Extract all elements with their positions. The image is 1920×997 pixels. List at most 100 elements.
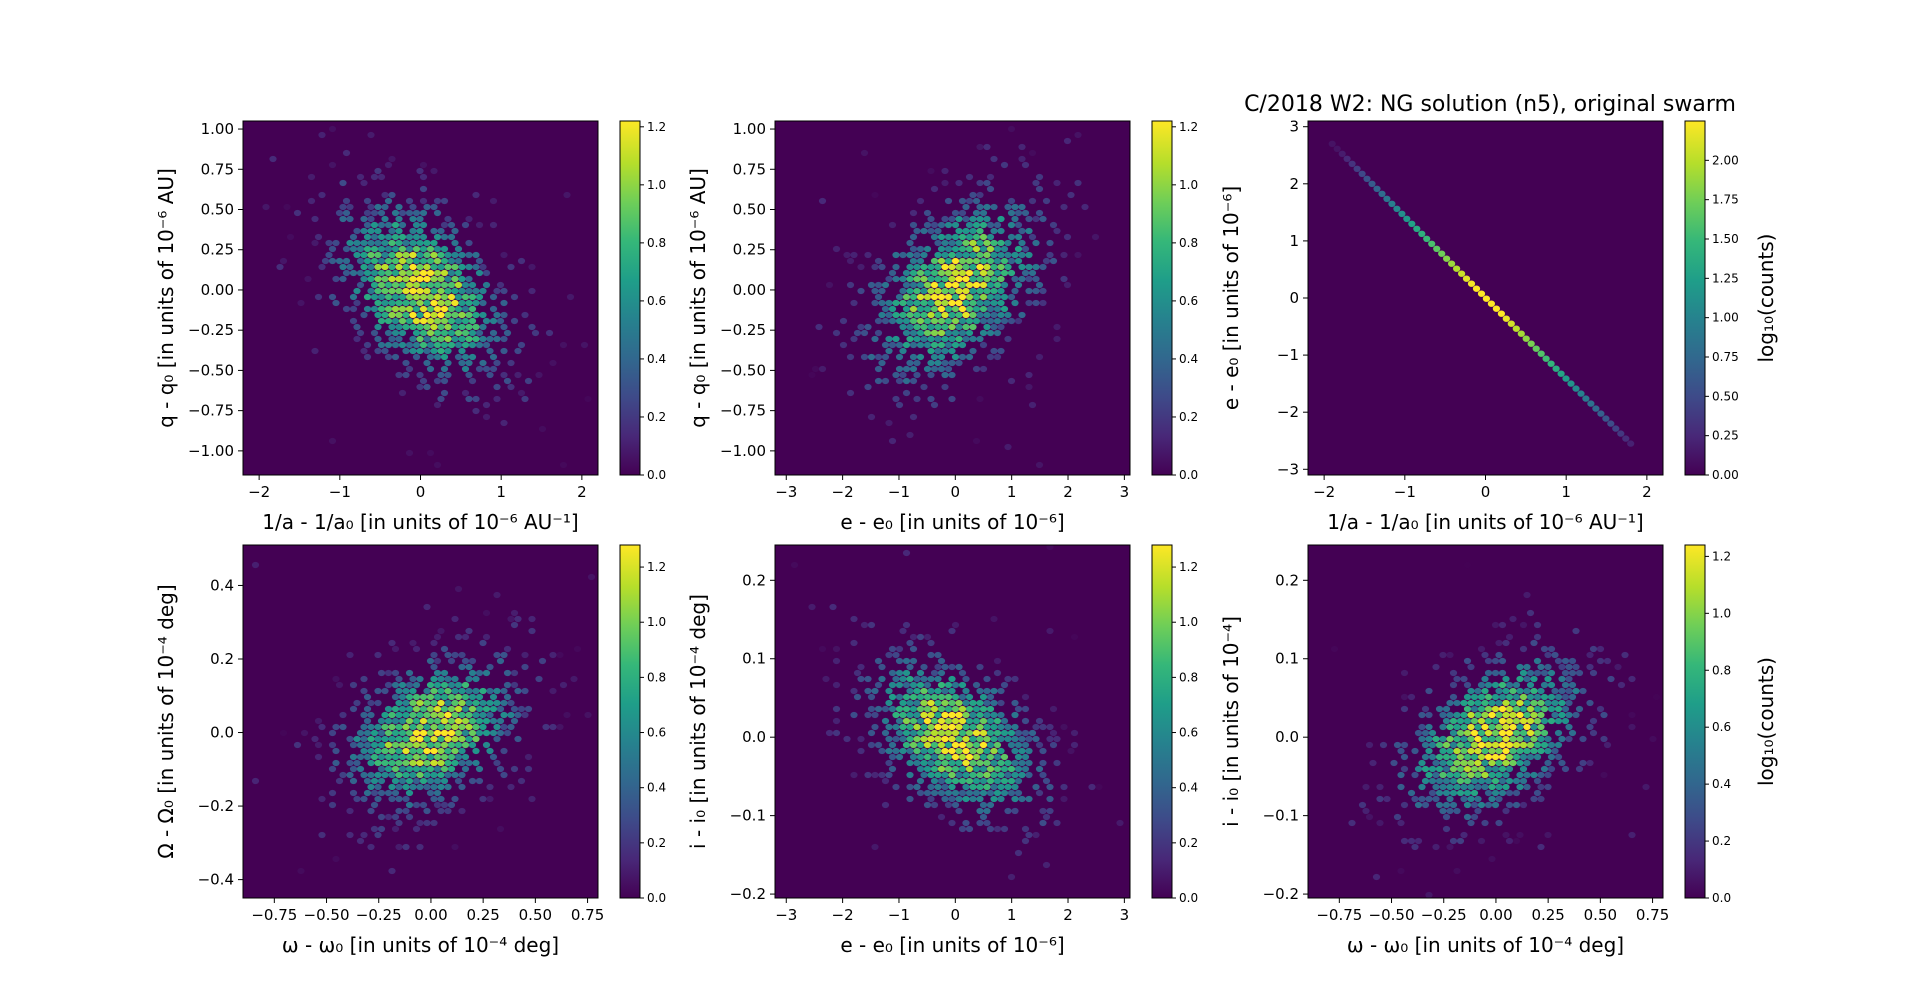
hex-cell [881, 341, 890, 349]
hex-cell [356, 741, 365, 749]
colorbar-gradient [619, 544, 641, 899]
hex-cell [853, 693, 862, 701]
hex-cell [1042, 777, 1051, 785]
hex-cell [1014, 765, 1023, 773]
hex-cell [524, 705, 533, 713]
hex-cell [881, 377, 890, 385]
hex-cell [1018, 771, 1026, 779]
hex-cell [507, 711, 515, 719]
hex-cell [857, 287, 865, 295]
hex-cell [937, 365, 946, 373]
hex-cell [468, 705, 477, 713]
hex-cell [951, 717, 960, 725]
hex-cell [1565, 723, 1573, 731]
hex-cell [965, 353, 974, 361]
hex-cell [398, 293, 407, 301]
hex-cell [927, 395, 935, 403]
hex-cell [384, 281, 393, 289]
hex-cell [1074, 251, 1082, 259]
hex-cell [1565, 711, 1573, 719]
hex-cell [405, 669, 414, 677]
hex-cell [360, 675, 368, 683]
hex-cell [335, 209, 344, 217]
hex-cell [986, 789, 995, 797]
hex-cell [923, 753, 932, 761]
hex-cell [983, 311, 991, 319]
hex-cell [346, 203, 354, 211]
hex-cell [1516, 675, 1524, 683]
hex-cell [461, 281, 470, 289]
hex-cell [384, 257, 393, 265]
hex-cell [1442, 789, 1451, 797]
hex-cell [374, 275, 382, 283]
hex-cell [437, 299, 445, 307]
hex-cell [528, 287, 536, 295]
hex-cell [1011, 215, 1019, 223]
hex-cell [304, 275, 312, 283]
hex-cell [1446, 783, 1454, 791]
hex-cell [902, 729, 911, 737]
hex-cell [1428, 765, 1437, 773]
hex-cell [517, 389, 526, 397]
hex-cell [1617, 681, 1626, 689]
hex-cell [349, 681, 358, 689]
hex-cell [1498, 621, 1507, 629]
hex-cell [1558, 759, 1566, 767]
hex-cell [1596, 657, 1605, 665]
hex-cell [402, 371, 410, 379]
hex-cell [888, 681, 897, 689]
hex-cell [363, 221, 372, 229]
hex-cell [1423, 235, 1431, 242]
hex-cell [363, 341, 372, 349]
hex-cell [1537, 711, 1545, 719]
hex-cell [962, 747, 970, 755]
hex-cell [353, 735, 361, 743]
hex-cell [1502, 723, 1510, 731]
hex-cell [486, 747, 494, 755]
hex-cell [1004, 251, 1012, 259]
hex-cell [1463, 801, 1472, 809]
hex-cell [1007, 765, 1016, 773]
hex-cell [941, 795, 949, 803]
hex-cell [353, 323, 361, 331]
hex-cell [948, 795, 956, 803]
hex-cell [1561, 681, 1570, 689]
hex-cell [920, 699, 928, 707]
hex-cell [1505, 729, 1514, 737]
hex-cell [878, 263, 886, 271]
hex-cell [951, 681, 960, 689]
hex-cell [1011, 795, 1019, 803]
hex-cell [398, 705, 407, 713]
hex-cell [412, 305, 421, 313]
y-tick-label: 0.75 [201, 160, 234, 178]
hex-cell [377, 813, 386, 821]
hex-cell [976, 699, 984, 707]
hex-cell [377, 729, 386, 737]
hex-cell [374, 651, 382, 659]
hex-cell [489, 293, 498, 301]
hex-cell [346, 263, 354, 271]
x-tick-label: 2 [1063, 906, 1073, 924]
hex-cell [468, 657, 477, 665]
hex-cell [962, 771, 970, 779]
hex-cell [356, 753, 365, 761]
hex-cell [1568, 729, 1577, 737]
hex-cell [916, 245, 925, 253]
hex-cell [472, 735, 480, 743]
hex-cell [531, 329, 540, 337]
hex-cell [1049, 729, 1058, 737]
hex-cell [342, 257, 351, 265]
hex-cell [941, 179, 949, 187]
hex-cell [962, 311, 970, 319]
hex-cell [311, 239, 319, 247]
hex-cell [1032, 735, 1040, 743]
hex-cell [584, 711, 592, 719]
hex-cell [958, 353, 967, 361]
hex-cell [979, 729, 988, 737]
hex-cell [1547, 753, 1556, 761]
hex-cell [437, 759, 445, 767]
hex-cell [895, 681, 904, 689]
hex-cell [941, 239, 949, 247]
hex-cell [927, 335, 935, 343]
hex-cell [1428, 741, 1437, 749]
